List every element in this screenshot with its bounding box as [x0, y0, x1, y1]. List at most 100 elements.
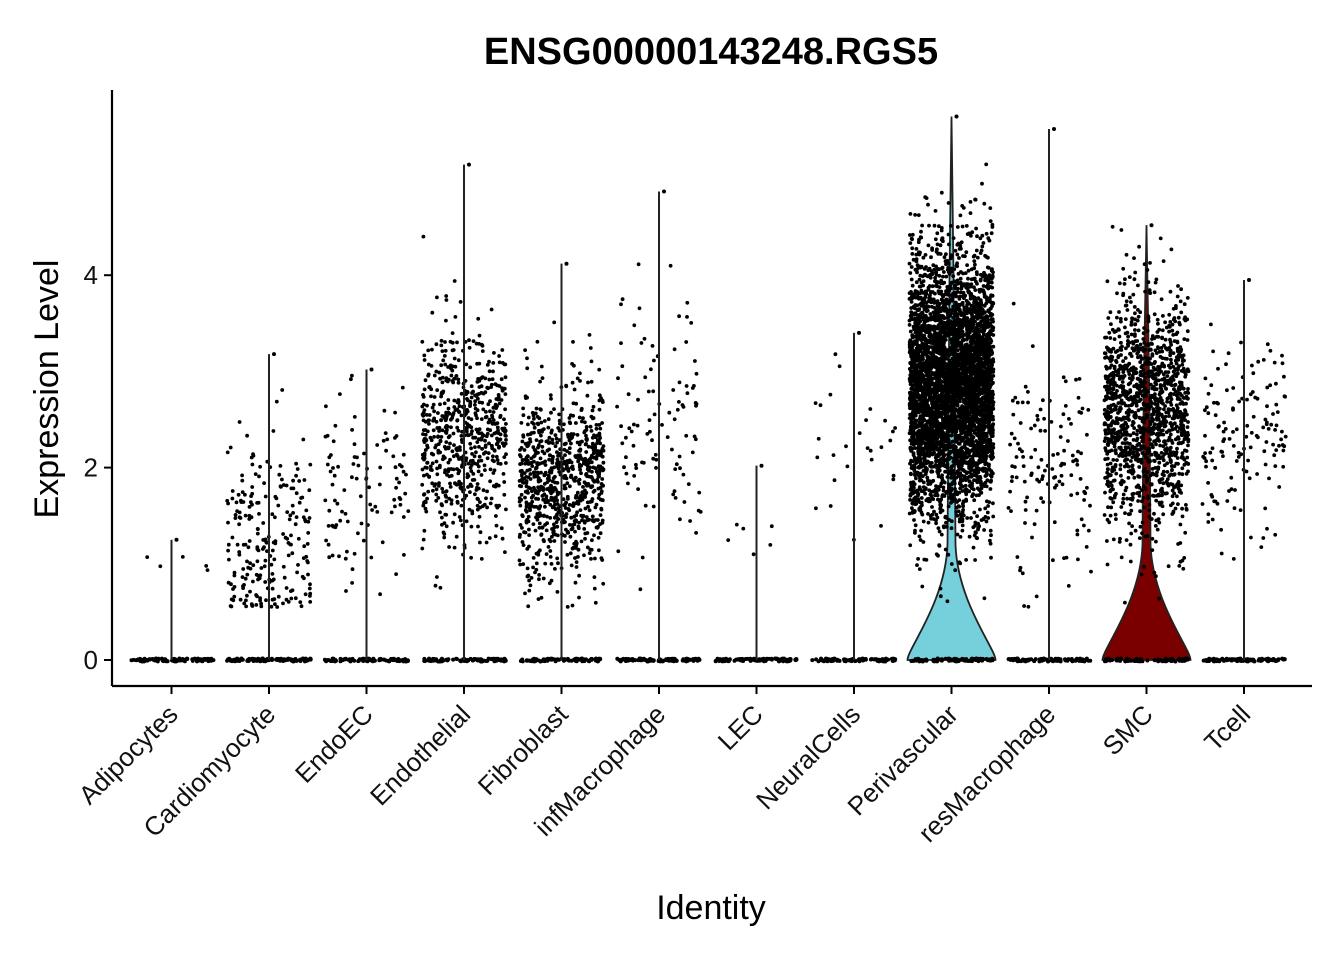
cell-point [427, 475, 431, 479]
cell-point [685, 315, 689, 319]
cell-point [367, 485, 371, 490]
cell-point [333, 423, 338, 428]
cell-point [477, 342, 481, 346]
cell-point [452, 443, 456, 447]
cell-point [547, 478, 552, 482]
cell-point [557, 470, 562, 474]
cell-point [984, 162, 989, 167]
cell-point [536, 445, 540, 450]
cell-point [590, 416, 595, 421]
cell-point [425, 466, 429, 470]
cell-point [734, 522, 739, 527]
cell-point [270, 548, 275, 553]
cell-point [352, 658, 357, 663]
cell-point [484, 434, 489, 439]
cell-point [950, 657, 955, 662]
cell-point [468, 365, 473, 370]
cell-point [530, 489, 534, 494]
cell-point [273, 602, 277, 606]
cell-point [961, 508, 965, 512]
cell-point [238, 516, 243, 520]
cell-point [579, 539, 584, 544]
cell-point [582, 553, 586, 558]
cell-point [592, 533, 596, 538]
max-point [857, 330, 861, 335]
cell-point [587, 658, 592, 663]
cell-point [573, 529, 577, 534]
cell-point [548, 393, 553, 397]
cell-point [641, 460, 646, 465]
cell-point [569, 563, 574, 568]
cell-point [307, 516, 312, 520]
cell-point [961, 513, 966, 518]
cell-point [422, 353, 427, 358]
cell-point [308, 582, 312, 587]
cell-point [491, 657, 495, 662]
expression-points [615, 189, 703, 592]
cell-point [368, 658, 373, 663]
cell-point [423, 419, 428, 424]
cell-point [433, 583, 438, 588]
cell-point [534, 561, 539, 566]
cell-point [425, 429, 430, 434]
cell-point [587, 551, 592, 555]
cell-point [982, 201, 987, 206]
cell-point [600, 477, 605, 481]
cell-point [532, 430, 536, 435]
cell-point [452, 377, 456, 381]
cell-point [563, 453, 567, 457]
cell-point [573, 501, 578, 506]
cell-point [521, 562, 526, 566]
cell-point [577, 442, 582, 447]
cell-point [225, 658, 230, 663]
category-NeuralCells [810, 330, 898, 664]
cell-point [473, 492, 477, 497]
cell-point [479, 657, 483, 662]
cell-point [251, 452, 255, 456]
cell-point [457, 410, 461, 414]
cell-point [457, 515, 462, 519]
cell-point [672, 347, 677, 352]
cell-point [464, 427, 469, 432]
cell-point [232, 594, 237, 599]
cell-point [549, 396, 553, 401]
cell-point [936, 526, 941, 530]
cell-point [965, 516, 970, 520]
cell-point [422, 457, 426, 462]
cell-point [471, 339, 476, 343]
cell-point [525, 366, 530, 371]
category-Endothelial [420, 162, 508, 664]
cell-point [947, 658, 952, 663]
cell-point [684, 340, 689, 344]
cell-point [584, 425, 589, 429]
cell-point [620, 441, 625, 446]
cell-point [421, 234, 426, 239]
cell-point [535, 461, 539, 466]
cell-point [667, 658, 672, 663]
cell-point [524, 509, 529, 514]
cell-point [306, 572, 310, 577]
cell-point [499, 657, 504, 662]
cell-point [579, 406, 584, 411]
cell-point [574, 421, 578, 425]
max-point [369, 367, 374, 372]
cell-point [946, 504, 951, 509]
cell-point [566, 432, 570, 437]
cell-point [596, 524, 600, 529]
cell-point [544, 552, 549, 556]
cell-point [982, 292, 987, 297]
cell-point [430, 461, 435, 466]
cell-point [452, 512, 457, 517]
cell-point [651, 389, 656, 394]
cell-point [422, 528, 427, 533]
cell-point [473, 399, 478, 404]
cell-point [362, 451, 366, 456]
cell-point [538, 456, 543, 461]
cell-point [568, 551, 573, 556]
cell-point [440, 486, 445, 491]
cell-point [531, 658, 536, 663]
cell-point [576, 459, 580, 464]
cell-point [456, 377, 461, 382]
cell-point [327, 555, 332, 560]
cell-point [529, 503, 534, 508]
